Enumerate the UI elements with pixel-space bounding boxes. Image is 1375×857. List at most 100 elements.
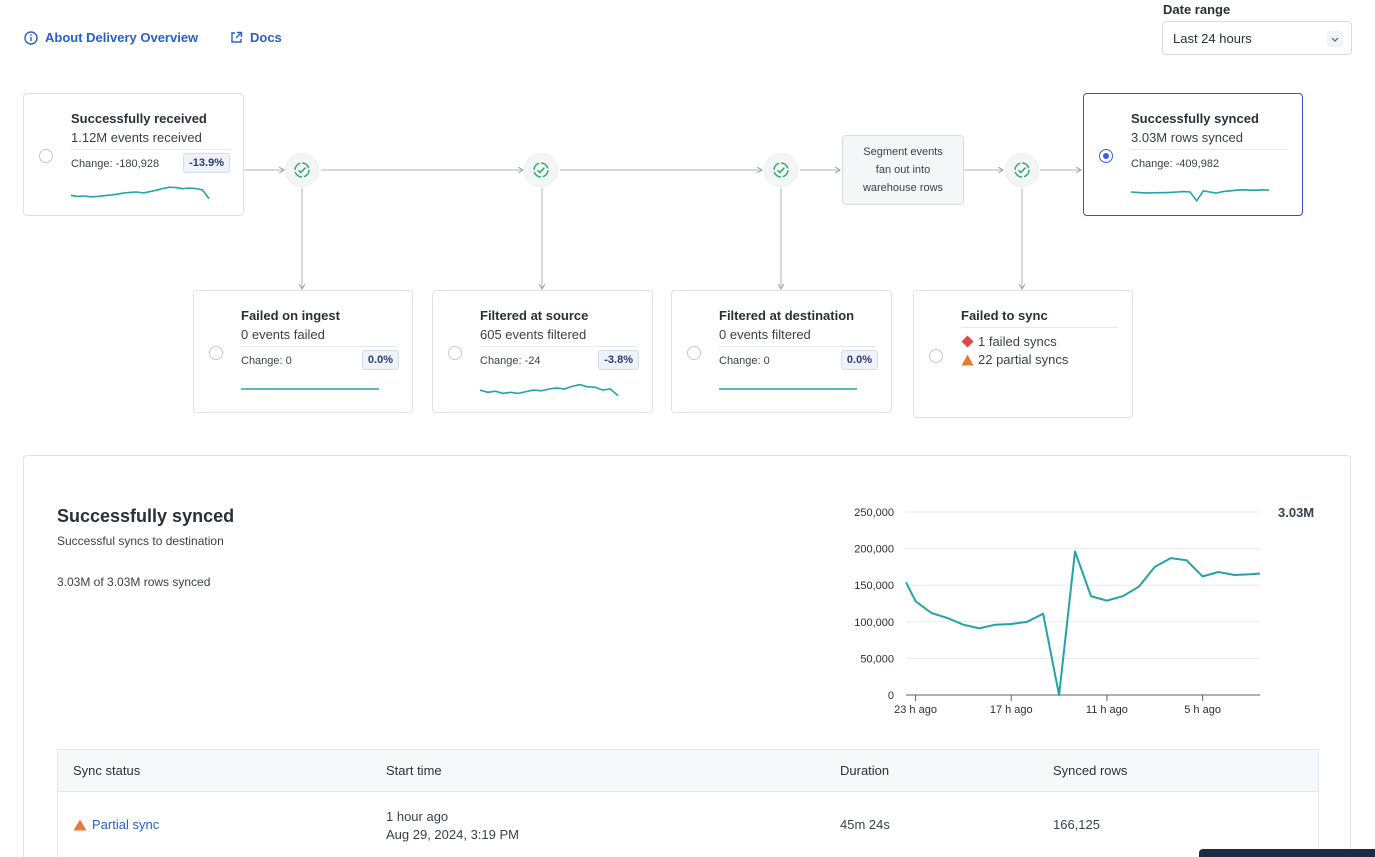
card-title: Successfully synced (1131, 111, 1259, 126)
failed-diamond-icon (961, 335, 974, 348)
y-tick-label: 100,000 (854, 617, 894, 629)
card-title: Filtered at destination (719, 308, 855, 323)
card-divider (1131, 149, 1288, 150)
card-successfully-received[interactable]: Successfully received 1.12M events recei… (23, 93, 244, 216)
x-tick-label: 17 h ago (990, 704, 1033, 716)
card-change: Change: -24 (480, 355, 541, 367)
card-subtitle: 605 events filtered (480, 327, 587, 342)
change-badge: -3.8% (598, 350, 639, 370)
card-failed-to-sync[interactable]: Failed to sync 1 failed syncs 22 partial… (913, 290, 1133, 418)
start-absolute: Aug 29, 2024, 3:19 PM (386, 827, 519, 842)
sparkline (1130, 188, 1270, 203)
sparkline-path (70, 186, 210, 200)
x-tick-label: 11 h ago (1086, 704, 1128, 716)
synced-radio[interactable] (1099, 149, 1113, 163)
warning-triangle-icon (73, 819, 87, 830)
pipeline-node-ingest (285, 153, 319, 187)
sparkline-path (479, 383, 619, 397)
card-subtitle: 1.12M events received (71, 130, 202, 145)
fanout-line-2: fan out into (875, 164, 931, 176)
check-cycle-icon (533, 162, 549, 178)
check-cycle-icon (294, 162, 310, 178)
y-tick-label: 250,000 (854, 507, 894, 519)
x-tick-label: 5 h ago (1184, 704, 1221, 716)
card-change: Change: -409,982 (1131, 158, 1220, 170)
card-change: Change: 0 (719, 355, 770, 367)
card-change: Change: 0 (241, 355, 292, 367)
fanout-line-3: warehouse rows (862, 182, 944, 194)
series-line (905, 550, 1261, 696)
sparkline (70, 186, 210, 200)
sparkline (479, 383, 619, 397)
header-synced-rows: Synced rows (1053, 763, 1128, 778)
sparkline (241, 388, 379, 390)
start-time-cell: 1 hour ago Aug 29, 2024, 3:19 PM (386, 808, 519, 844)
bottom-toast-edge (1199, 849, 1375, 857)
header-sync-status: Sync status (73, 763, 141, 778)
pipeline-node-sync (1005, 153, 1039, 187)
filtered-destination-radio[interactable] (687, 346, 701, 360)
sync-table: Sync status Start time Duration Synced r… (57, 749, 1319, 857)
panel-title: Successfully synced (57, 506, 235, 526)
partial-syncs-line: 22 partial syncs (961, 352, 1068, 367)
card-successfully-synced[interactable]: Successfully synced 3.03M rows synced Ch… (1083, 93, 1303, 216)
card-subtitle: 0 events failed (241, 327, 325, 342)
failed-ingest-radio[interactable] (209, 346, 223, 360)
partial-syncs-text: 22 partial syncs (978, 352, 1069, 367)
card-title: Successfully received (71, 111, 207, 126)
card-divider (719, 346, 877, 347)
y-tick-label: 200,000 (854, 544, 894, 556)
fanout-line-1: Segment events (863, 146, 943, 158)
change-badge: 0.0% (361, 350, 399, 370)
fanout-note: Segment events fan out into warehouse ro… (842, 135, 964, 205)
filtered-source-radio[interactable] (448, 346, 462, 360)
about-delivery-overview-link[interactable]: About Delivery Overview (24, 30, 198, 45)
partial-sync-link[interactable]: Partial sync (73, 817, 159, 832)
card-filtered-at-destination[interactable]: Filtered at destination 0 events filtere… (671, 290, 892, 413)
date-range-select[interactable]: Last 24 hours (1162, 21, 1352, 55)
y-tick-label: 50,000 (860, 653, 894, 665)
card-divider (71, 149, 229, 150)
docs-link-label: Docs (250, 30, 282, 45)
panel-summary: 3.03M of 3.03M rows synced (57, 575, 211, 589)
y-tick-label: 150,000 (854, 580, 894, 592)
info-icon (24, 30, 38, 45)
about-link-label: About Delivery Overview (45, 30, 199, 45)
check-cycle-icon (1014, 162, 1030, 178)
flow-connectors (244, 0, 1375, 300)
card-subtitle: 3.03M rows synced (1131, 130, 1243, 145)
docs-link[interactable]: Docs (230, 30, 282, 45)
card-divider (480, 346, 638, 347)
synced-rows-cell: 166,125 (1053, 817, 1100, 832)
start-relative: 1 hour ago (386, 809, 449, 824)
header-start-time: Start time (386, 763, 442, 778)
x-tick-label: 23 h ago (894, 704, 937, 716)
card-divider (241, 346, 398, 347)
failed-sync-radio[interactable] (929, 349, 943, 363)
received-radio[interactable] (39, 149, 53, 163)
external-link-icon (231, 31, 243, 43)
card-title: Failed on ingest (241, 308, 340, 323)
date-range-label: Date range (1163, 2, 1231, 17)
sparkline-path (1130, 188, 1270, 203)
change-badge: -13.9% (183, 153, 230, 173)
table-row[interactable]: Partial sync 1 hour ago Aug 29, 2024, 3:… (58, 792, 1318, 857)
card-divider (961, 327, 1118, 328)
failed-syncs-line: 1 failed syncs (961, 334, 1057, 349)
date-range-value: Last 24 hours (1173, 31, 1252, 46)
duration-cell: 45m 24s (840, 817, 890, 832)
failed-syncs-text: 1 failed syncs (978, 334, 1057, 349)
sparkline (719, 388, 857, 390)
warning-triangle-icon (961, 354, 974, 365)
card-title: Failed to sync (961, 308, 1048, 323)
synced-line-chart: 0 50,000 100,000 150,000 200,000 250,000 23 h … (854, 507, 1261, 716)
check-cycle-icon (773, 162, 789, 178)
panel-subtitle: Successful syncs to destination (57, 534, 224, 548)
change-badge: 0.0% (840, 350, 878, 370)
chart-total-label: 3.03M (1278, 505, 1315, 520)
y-tick-label: 0 (888, 690, 894, 702)
pipeline-node-source (524, 153, 558, 187)
card-failed-on-ingest[interactable]: Failed on ingest 0 events failed Change:… (193, 290, 413, 413)
card-filtered-at-source[interactable]: Filtered at source 605 events filtered C… (432, 290, 653, 413)
header-duration: Duration (840, 763, 890, 778)
